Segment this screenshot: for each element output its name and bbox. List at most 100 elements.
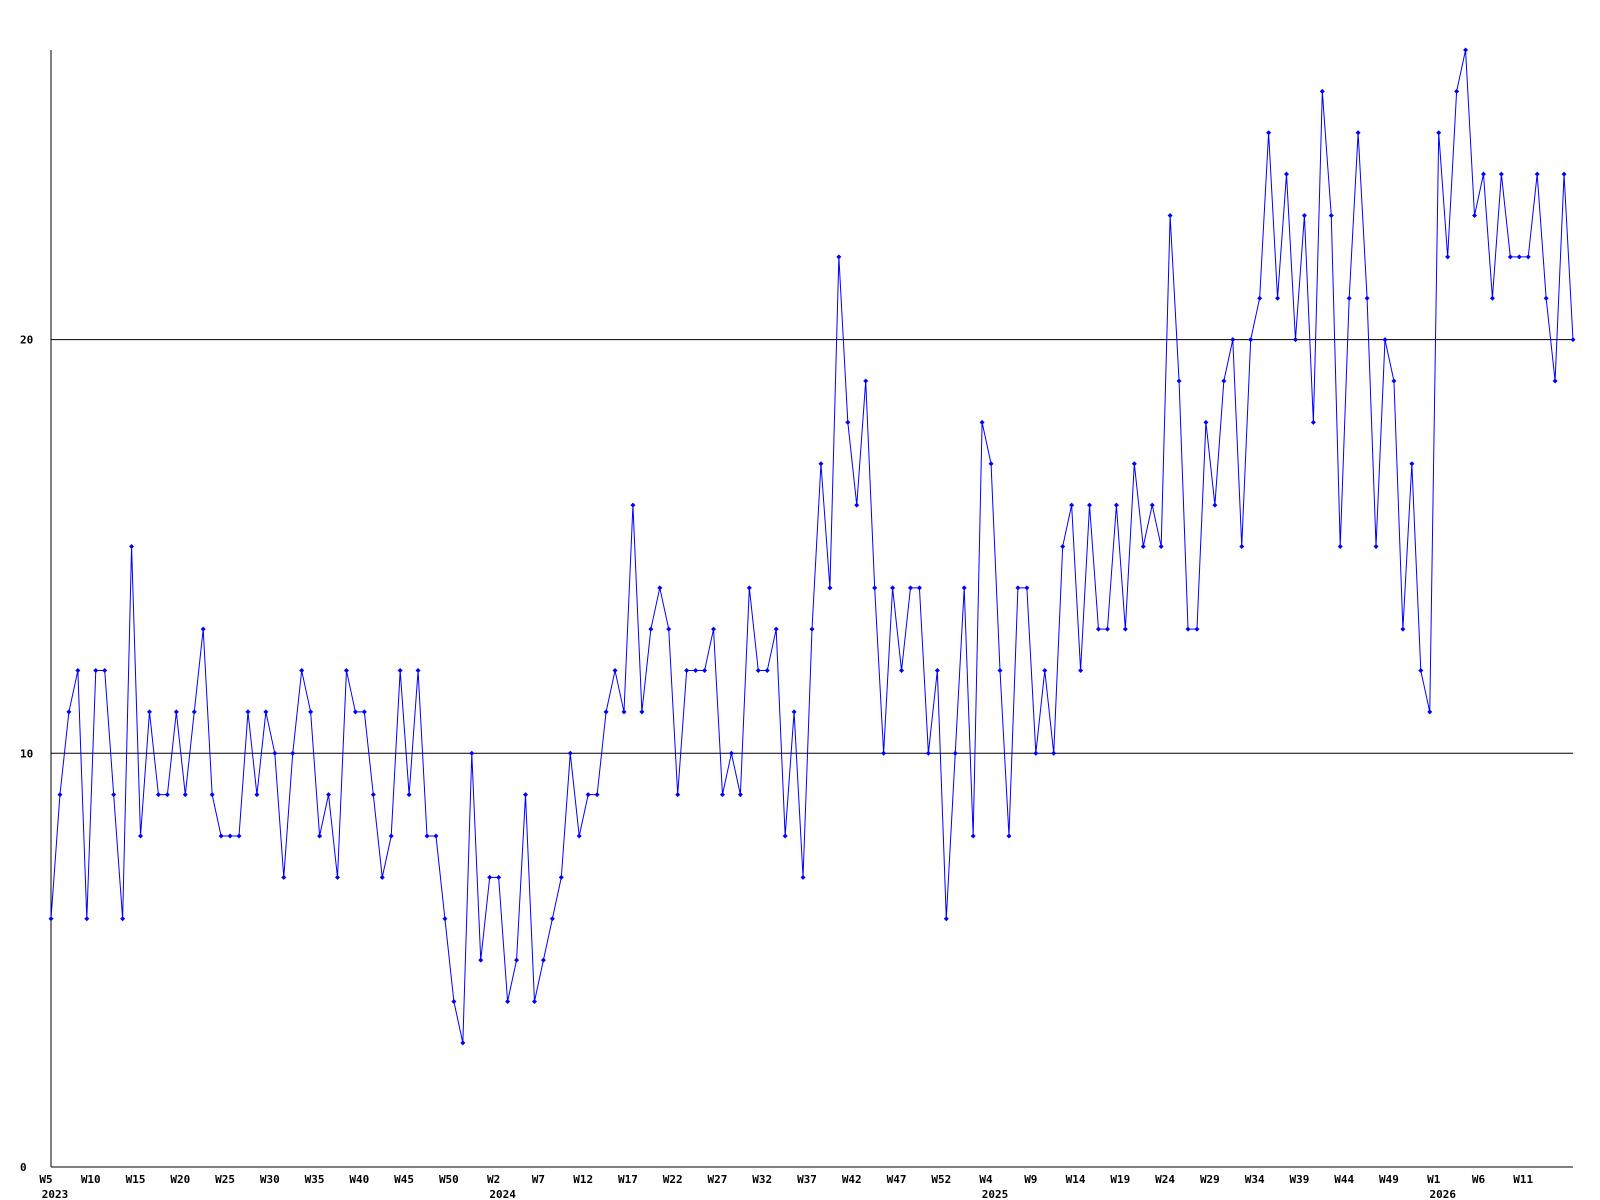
data-point [1275, 295, 1281, 301]
data-point [1436, 130, 1442, 136]
data-point [1400, 626, 1406, 632]
data-point [764, 668, 770, 674]
x-tick-label: W34 [1245, 1173, 1265, 1186]
data-point [1239, 543, 1245, 549]
data-point [1454, 88, 1460, 94]
data-point [675, 792, 681, 798]
data-point [934, 668, 940, 674]
data-point [1552, 378, 1558, 384]
data-point [379, 874, 385, 880]
data-point [809, 626, 815, 632]
data-point [1328, 212, 1334, 218]
data-point [1525, 254, 1531, 260]
data-point [254, 792, 260, 798]
x-year-label: 2025 [982, 1188, 1009, 1200]
data-point [281, 874, 287, 880]
data-point [138, 833, 144, 839]
data-point [1131, 461, 1137, 467]
data-point [988, 461, 994, 467]
data-point [218, 833, 224, 839]
data-point [397, 668, 403, 674]
data-point [1069, 502, 1075, 508]
x-tick-label: W5 [39, 1173, 52, 1186]
data-point [863, 378, 869, 384]
y-tick-label: 20 [20, 334, 33, 347]
data-point [343, 668, 349, 674]
data-point [872, 585, 878, 591]
data-point [1266, 130, 1272, 136]
data-point [603, 709, 609, 715]
data-point [1516, 254, 1522, 260]
x-year-label: 2024 [489, 1188, 516, 1200]
x-tick-label: W1 [1427, 1173, 1441, 1186]
x-tick-label: W44 [1334, 1173, 1354, 1186]
data-point [1391, 378, 1397, 384]
data-point [370, 792, 376, 798]
data-point [478, 957, 484, 963]
data-point [666, 626, 672, 632]
data-point [970, 833, 976, 839]
data-point [576, 833, 582, 839]
x-tick-label: W25 [215, 1173, 235, 1186]
data-point [334, 874, 340, 880]
data-point [209, 792, 215, 798]
data-point [1024, 585, 1030, 591]
data-point [424, 833, 430, 839]
x-tick-label: W29 [1200, 1173, 1220, 1186]
data-point [263, 709, 269, 715]
data-point [585, 792, 591, 798]
data-point [1095, 626, 1101, 632]
data-point [1015, 585, 1021, 591]
x-tick-label: W19 [1110, 1173, 1130, 1186]
data-point [1087, 502, 1093, 508]
data-point [1194, 626, 1200, 632]
data-point [1310, 419, 1316, 425]
data-point [326, 792, 332, 798]
data-point [943, 916, 949, 922]
data-point [102, 668, 108, 674]
data-point [1445, 254, 1451, 260]
data-point [1051, 750, 1057, 756]
data-point [415, 668, 421, 674]
data-point [352, 709, 358, 715]
data-point [1284, 171, 1290, 177]
x-tick-label: W52 [931, 1173, 951, 1186]
x-tick-label: W40 [349, 1173, 369, 1186]
data-point [540, 957, 546, 963]
data-point [164, 792, 170, 798]
data-point [728, 750, 734, 756]
data-point [1221, 378, 1227, 384]
data-point [514, 957, 520, 963]
data-point [1185, 626, 1191, 632]
data-point [881, 750, 887, 756]
data-point [755, 668, 761, 674]
data-point [997, 668, 1003, 674]
data-point [155, 792, 161, 798]
data-point [648, 626, 654, 632]
data-point [1292, 337, 1298, 343]
data-point [487, 874, 493, 880]
data-point [1364, 295, 1370, 301]
data-point [594, 792, 600, 798]
x-tick-label: W10 [81, 1173, 101, 1186]
data-point [1006, 833, 1012, 839]
data-point [245, 709, 251, 715]
x-year-label: 2026 [1429, 1188, 1456, 1200]
x-tick-label: W12 [573, 1173, 593, 1186]
x-tick-label: W22 [663, 1173, 683, 1186]
data-point [299, 668, 305, 674]
data-point [1167, 212, 1173, 218]
data-point [496, 874, 502, 880]
data-point [1042, 668, 1048, 674]
x-tick-label: W2 [487, 1173, 500, 1186]
data-point [1212, 502, 1218, 508]
data-point [791, 709, 797, 715]
data-point [854, 502, 860, 508]
data-point [272, 750, 278, 756]
data-point [1409, 461, 1415, 467]
data-point [111, 792, 117, 798]
data-point [406, 792, 412, 798]
data-point [1472, 212, 1478, 218]
